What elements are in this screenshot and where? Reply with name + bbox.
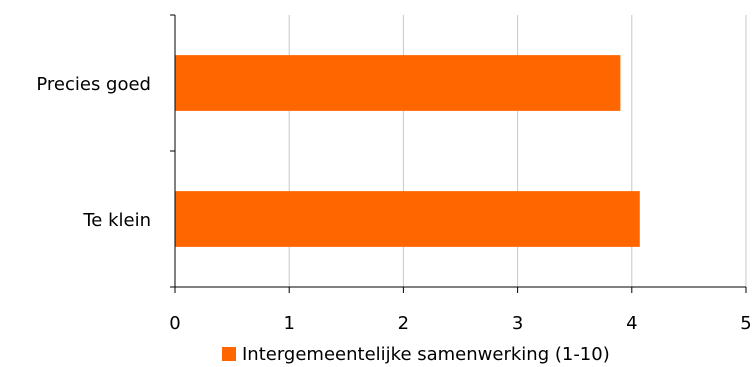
axes — [170, 14, 747, 293]
axis-labels: Precies goed Te klein 0 1 2 3 4 5 — [36, 74, 751, 334]
legend: Intergemeentelijke samenwerking (1-10) — [222, 343, 610, 365]
bars — [175, 55, 640, 247]
category-label: Precies goed — [36, 74, 151, 95]
legend-swatch — [222, 347, 236, 361]
x-tick-label: 1 — [283, 313, 294, 334]
x-tick-label: 5 — [740, 313, 751, 334]
category-label: Te klein — [82, 210, 151, 231]
bar — [175, 191, 640, 247]
x-tick-label: 2 — [398, 313, 409, 334]
legend-label: Intergemeentelijke samenwerking (1-10) — [242, 343, 610, 365]
x-tick-label: 4 — [626, 313, 637, 334]
x-tick-label: 0 — [169, 313, 180, 334]
x-tick-label: 3 — [512, 313, 523, 334]
bar — [175, 55, 621, 111]
